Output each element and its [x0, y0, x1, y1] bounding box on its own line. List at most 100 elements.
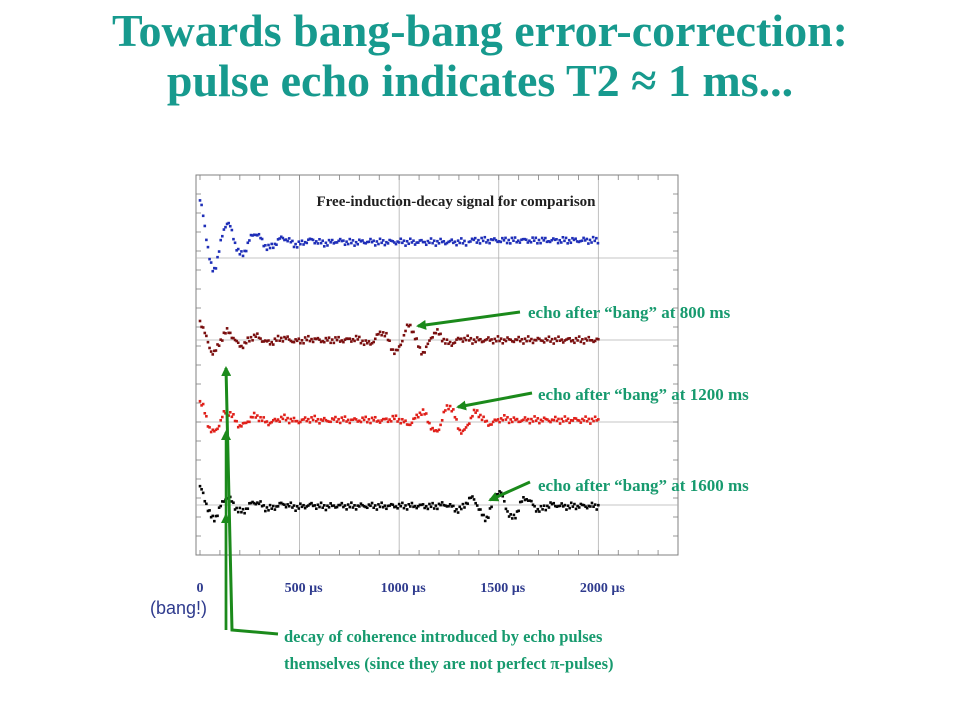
data-point: [295, 505, 299, 508]
data-point: [383, 243, 387, 247]
data-point: [525, 419, 528, 422]
data-point: [232, 237, 235, 241]
data-point: [592, 340, 595, 344]
data-point: [477, 508, 481, 511]
data-point: [595, 337, 599, 341]
data-point: [455, 243, 458, 247]
data-point: [366, 506, 369, 510]
data-point: [233, 338, 237, 342]
data-point: [504, 236, 507, 240]
data-point: [513, 236, 517, 239]
data-point: [461, 429, 465, 433]
data-point: [479, 508, 482, 511]
data-point: [396, 420, 399, 423]
data-point: [571, 505, 575, 508]
data-point: [453, 415, 457, 419]
data-point: [405, 423, 409, 426]
plot-frame: [195, 174, 679, 556]
data-point: [348, 505, 352, 509]
data-point: [356, 420, 360, 423]
data-point: [213, 349, 216, 353]
data-point: [275, 243, 278, 247]
data-point: [432, 331, 436, 335]
data-point: [580, 239, 584, 243]
data-point: [558, 422, 562, 425]
data-point: [283, 335, 286, 339]
data-point: [335, 505, 339, 509]
data-point: [460, 337, 463, 341]
data-point: [335, 241, 339, 244]
data-point: [488, 339, 492, 342]
data-point: [386, 338, 390, 342]
annotation-decay-line-1: decay of coherence introduced by echo pu…: [284, 627, 603, 646]
data-point: [209, 515, 213, 519]
data-point: [397, 502, 401, 506]
data-point: [251, 339, 254, 342]
data-point: [233, 419, 237, 423]
data-point: [518, 500, 522, 504]
data-point: [216, 514, 219, 518]
data-point: [444, 504, 447, 507]
data-point: [584, 415, 587, 418]
data-point: [399, 504, 403, 508]
data-point: [402, 239, 406, 243]
data-point: [294, 509, 297, 513]
data-point: [531, 236, 534, 239]
data-point: [523, 237, 526, 241]
data-point: [423, 240, 426, 244]
data-point: [404, 419, 407, 423]
data-point: [507, 338, 511, 341]
data-point: [569, 418, 573, 422]
data-point: [483, 519, 487, 523]
data-point: [512, 239, 515, 242]
data-point: [397, 417, 401, 421]
data-point: [214, 267, 218, 270]
data-point: [273, 508, 277, 511]
data-point: [518, 339, 522, 343]
data-point: [346, 503, 350, 506]
data-point: [579, 239, 582, 243]
data-point: [303, 416, 307, 419]
data-point: [246, 507, 250, 510]
data-point: [221, 339, 224, 342]
data-point: [448, 503, 452, 506]
data-point: [372, 340, 375, 344]
data-point: [342, 340, 345, 344]
data-point: [397, 345, 401, 348]
data-point: [514, 418, 517, 422]
data-point: [467, 240, 471, 244]
data-point: [329, 502, 332, 505]
data-point: [501, 494, 505, 498]
data-point: [313, 504, 317, 507]
data-point: [370, 240, 374, 244]
data-point: [428, 502, 431, 506]
data-point: [230, 336, 234, 340]
data-point: [254, 335, 258, 338]
data-point: [415, 337, 418, 340]
data-point: [463, 336, 466, 340]
data-point: [246, 336, 250, 340]
data-point: [520, 238, 523, 242]
data-point: [208, 346, 211, 350]
data-point: [418, 346, 422, 349]
data-point: [475, 336, 479, 339]
data-point: [297, 240, 301, 243]
data-point: [542, 239, 546, 242]
data-point: [534, 236, 538, 240]
data-point: [565, 419, 568, 422]
data-point: [573, 341, 576, 345]
data-point: [558, 238, 561, 242]
data-point: [364, 505, 368, 509]
slide-title-line-1: Towards bang-bang error-correction:: [112, 5, 848, 56]
data-point: [240, 510, 243, 514]
data-point: [222, 410, 226, 413]
data-point: [230, 415, 234, 419]
data-point: [342, 239, 345, 242]
data-point: [475, 241, 479, 244]
data-point: [585, 506, 589, 510]
data-point: [364, 242, 368, 245]
data-point: [294, 338, 297, 341]
data-point: [315, 337, 318, 341]
data-point: [413, 243, 417, 246]
data-point: [324, 241, 328, 245]
